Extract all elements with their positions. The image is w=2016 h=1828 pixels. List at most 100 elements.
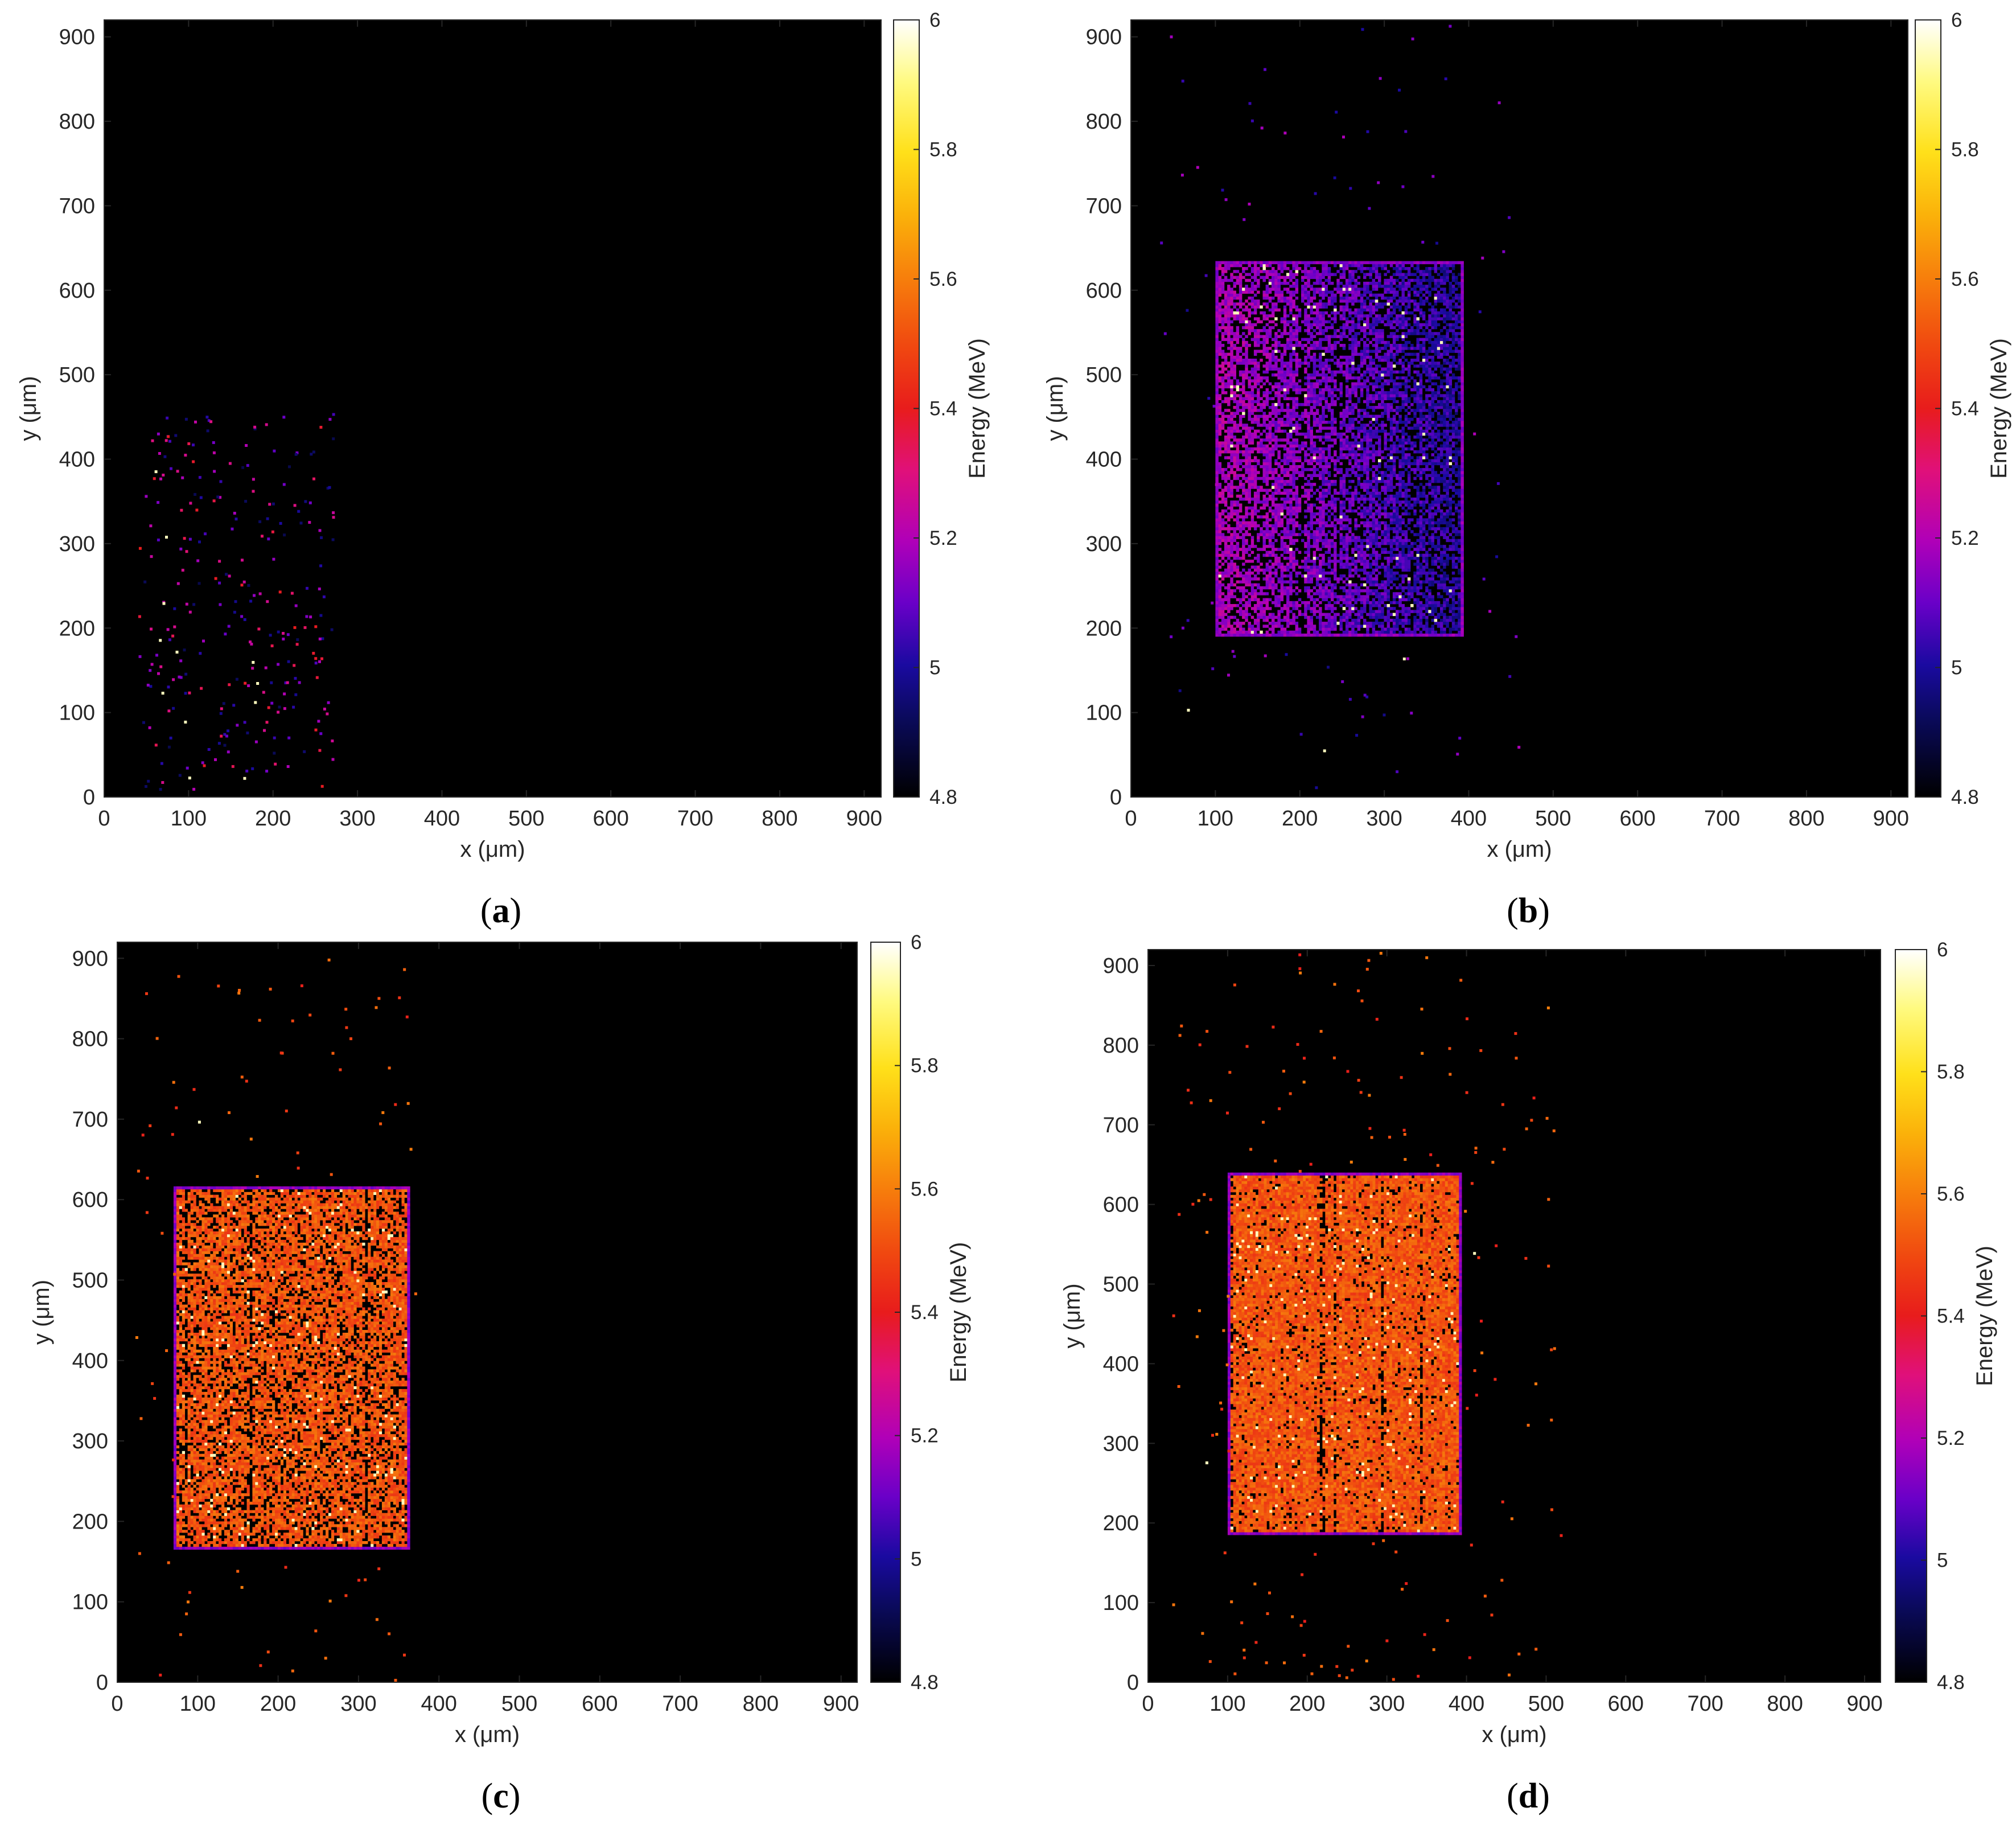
pixel <box>1266 356 1269 359</box>
pixel <box>1340 468 1343 471</box>
pixel <box>1301 338 1304 341</box>
pixel <box>1251 421 1254 424</box>
pixel <box>1281 574 1283 577</box>
pixel <box>1242 562 1245 565</box>
pixel <box>1254 634 1257 636</box>
pixel <box>1313 562 1316 565</box>
pixel <box>1334 536 1336 539</box>
pixel <box>1322 332 1324 335</box>
pixel <box>1331 495 1334 498</box>
pixel <box>1245 368 1248 371</box>
pixel <box>1230 634 1233 636</box>
pixel <box>1331 350 1334 352</box>
pixel <box>1263 276 1266 279</box>
pixel <box>1219 264 1221 267</box>
pixel <box>1325 383 1328 385</box>
pixel <box>1313 406 1316 409</box>
pixel <box>1266 323 1269 326</box>
pixel <box>1233 536 1236 539</box>
pixel <box>1289 273 1292 276</box>
count-point <box>225 735 228 738</box>
pixel <box>1251 297 1254 299</box>
pixel <box>1219 613 1221 616</box>
pixel <box>1219 518 1221 521</box>
pixel <box>1257 536 1260 539</box>
pixel <box>1313 391 1316 394</box>
pixel <box>1254 483 1257 486</box>
pixel <box>1286 507 1289 510</box>
pixel <box>1266 527 1269 530</box>
pixel <box>1269 279 1272 282</box>
pixel <box>1257 329 1260 332</box>
pixel <box>1281 589 1283 592</box>
pixel <box>1215 299 1218 302</box>
pixel <box>1319 533 1322 536</box>
pixel <box>1289 631 1292 634</box>
count-point <box>171 635 174 638</box>
pixel <box>1319 341 1322 344</box>
pixel <box>1319 447 1322 450</box>
pixel <box>1331 424 1334 426</box>
pixel <box>1257 577 1260 580</box>
pixel <box>1266 569 1269 572</box>
pixel <box>1233 264 1236 267</box>
count-point <box>224 632 227 635</box>
pixel <box>1251 385 1254 388</box>
pixel <box>1274 335 1277 338</box>
pixel <box>1292 373 1295 376</box>
pixel <box>1257 598 1260 601</box>
pixel <box>1236 619 1239 622</box>
pixel <box>1221 291 1224 294</box>
pixel <box>1304 589 1307 592</box>
pixel <box>1230 394 1233 397</box>
pixel <box>1219 321 1221 323</box>
pixel <box>1219 536 1221 539</box>
pixel <box>1224 309 1227 311</box>
pixel <box>1236 403 1239 406</box>
pixel <box>1254 323 1257 326</box>
pixel <box>1328 589 1331 592</box>
pixel <box>1215 287 1218 290</box>
pixel <box>1245 589 1248 592</box>
pixel <box>1224 409 1227 412</box>
pixel <box>1328 480 1331 483</box>
pixel <box>1298 474 1301 477</box>
pixel <box>1286 297 1289 299</box>
pixel <box>1224 441 1227 444</box>
pixel <box>1254 459 1257 462</box>
pixel <box>1233 566 1236 569</box>
pixel <box>1221 388 1224 391</box>
pixel <box>1328 406 1331 409</box>
pixel <box>1224 291 1227 294</box>
pixel <box>1283 471 1286 474</box>
pixel <box>1292 604 1295 607</box>
pixel <box>1292 403 1295 406</box>
pixel <box>1319 584 1322 586</box>
pixel <box>1281 486 1283 488</box>
pixel <box>1215 619 1218 622</box>
pixel <box>1277 335 1280 338</box>
pixel <box>1304 580 1307 583</box>
pixel <box>1334 433 1336 436</box>
pixel <box>1269 424 1272 426</box>
pixel <box>1340 424 1343 426</box>
pixel <box>1224 332 1227 335</box>
pixel <box>1233 397 1236 400</box>
pixel <box>1236 385 1239 388</box>
pixel <box>1239 438 1242 441</box>
pixel <box>1319 622 1322 625</box>
pixel <box>1286 267 1289 270</box>
pixel <box>1263 329 1266 332</box>
pixel <box>1328 616 1331 619</box>
pixel <box>1263 459 1266 462</box>
count-point <box>159 478 162 480</box>
pixel <box>1230 379 1233 382</box>
pixel <box>1304 359 1307 362</box>
pixel <box>1319 477 1322 480</box>
pixel <box>1219 542 1221 545</box>
count-point <box>245 444 248 447</box>
pixel <box>1281 270 1283 273</box>
pixel <box>1307 622 1310 625</box>
pixel <box>1298 610 1301 613</box>
pixel <box>1215 477 1218 480</box>
